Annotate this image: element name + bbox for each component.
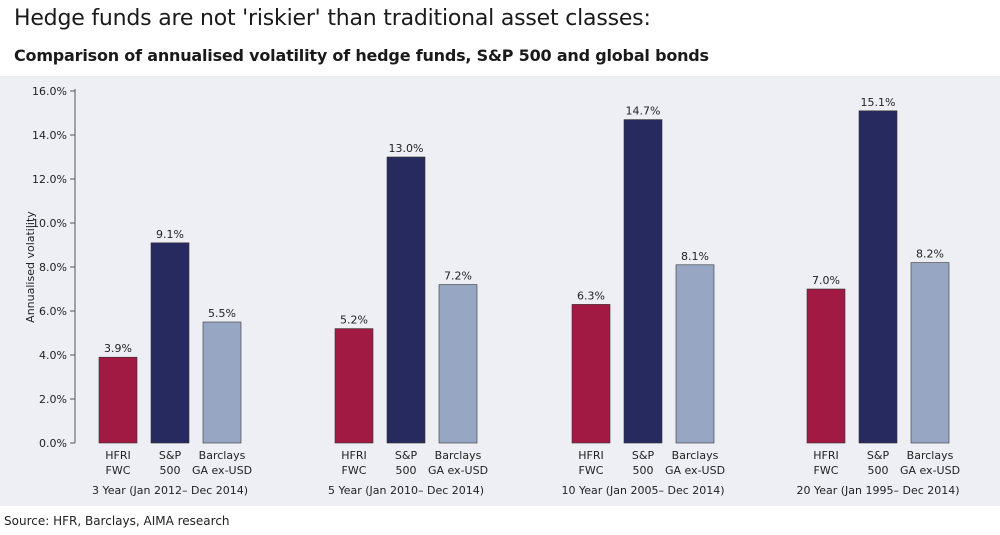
y-axis-title: Annualised volatility [24,211,37,323]
data-label-hfri: 6.3% [577,289,605,302]
chart-title: Hedge funds are not 'riskier' than tradi… [14,6,651,31]
data-label-barclays: 8.2% [916,248,944,261]
bar-barclays [202,321,242,444]
x-tick-label-sp500: 500 [160,464,181,477]
data-label-hfri: 5.2% [340,314,368,327]
bar-hfri [334,328,374,444]
y-tick-label: 2.0% [39,393,67,406]
chart-subtitle: Comparison of annualised volatility of h… [14,46,709,65]
category-label: 20 Year (Jan 1995– Dec 2014) [796,484,959,497]
category-label: 5 Year (Jan 2010– Dec 2014) [328,484,484,497]
category-label: 3 Year (Jan 2012– Dec 2014) [92,484,248,497]
bar-hfri [98,356,138,444]
x-tick-label-barclays: GA ex-USD [665,464,725,477]
x-tick-label-barclays: Barclays [907,449,954,462]
x-tick-label-sp500: S&P [632,449,655,462]
data-label-sp500: 14.7% [626,105,661,118]
x-tick-label-hfri: HFRI [813,449,839,462]
bar-hfri [571,304,611,444]
data-label-barclays: 5.5% [208,307,236,320]
bar-hfri [806,288,846,444]
y-tick-label: 16.0% [32,85,67,98]
x-tick-label-barclays: Barclays [672,449,719,462]
data-label-barclays: 7.2% [444,270,472,283]
bar-barclays [910,262,950,444]
x-tick-label-barclays: GA ex-USD [428,464,488,477]
data-label-sp500: 9.1% [156,228,184,241]
bar-sp500 [150,242,190,444]
x-tick-label-hfri: HFRI [105,449,131,462]
category-label: 10 Year (Jan 2005– Dec 2014) [561,484,724,497]
x-tick-label-barclays: GA ex-USD [192,464,252,477]
data-label-sp500: 13.0% [389,142,424,155]
source-note: Source: HFR, Barclays, AIMA research [4,514,230,528]
bar-barclays [438,284,478,444]
data-label-hfri: 7.0% [812,274,840,287]
data-label-hfri: 3.9% [104,342,132,355]
y-tick-label: 12.0% [32,173,67,186]
y-tick-label: 10.0% [32,217,67,230]
x-tick-label-sp500: 500 [868,464,889,477]
data-label-sp500: 15.1% [861,96,896,109]
x-tick-label-hfri: FWC [579,464,604,477]
x-tick-label-hfri: FWC [814,464,839,477]
x-tick-label-hfri: HFRI [341,449,367,462]
data-label-barclays: 8.1% [681,250,709,263]
x-tick-label-sp500: 500 [633,464,654,477]
y-tick-label: 8.0% [39,261,67,274]
x-tick-label-barclays: Barclays [435,449,482,462]
y-tick-label: 6.0% [39,305,67,318]
x-tick-label-hfri: HFRI [578,449,604,462]
y-tick-label: 4.0% [39,349,67,362]
y-tick-label: 14.0% [32,129,67,142]
bar-sp500 [386,156,426,444]
x-tick-label-sp500: S&P [395,449,418,462]
y-tick-label: 0.0% [39,437,67,450]
bar-barclays [675,264,715,444]
bar-sp500 [623,119,663,444]
bar-sp500 [858,110,898,444]
x-tick-label-hfri: FWC [342,464,367,477]
x-tick-label-sp500: S&P [867,449,890,462]
x-tick-label-sp500: S&P [159,449,182,462]
x-tick-label-barclays: Barclays [199,449,246,462]
x-tick-label-sp500: 500 [396,464,417,477]
x-tick-label-barclays: GA ex-USD [900,464,960,477]
x-tick-label-hfri: FWC [106,464,131,477]
